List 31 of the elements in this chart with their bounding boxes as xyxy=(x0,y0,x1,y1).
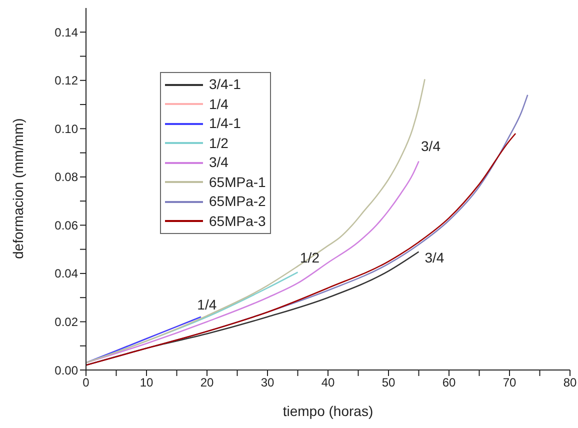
y-tick-label: 0.12 xyxy=(54,74,78,88)
x-tick-label: 40 xyxy=(321,376,335,390)
x-tick-label: 70 xyxy=(502,376,516,390)
legend-label: 65MPa-1 xyxy=(209,172,266,192)
annotation: 1/2 xyxy=(300,249,320,266)
y-tick-label: 0.00 xyxy=(54,363,78,378)
x-tick-label: 50 xyxy=(382,376,396,390)
legend-label: 3/4-1 xyxy=(209,75,241,94)
y-tick-label: 0.04 xyxy=(54,266,78,281)
y-axis-title: deformacion (mm/mm) xyxy=(10,118,26,259)
annotation: 3/4 xyxy=(421,138,441,154)
legend-label: 1/4-1 xyxy=(209,114,241,133)
y-tick-label: 0.02 xyxy=(54,314,78,329)
x-tick-label: 10 xyxy=(140,376,154,390)
y-tick-label: 0.14 xyxy=(54,25,78,40)
x-tick-label: 20 xyxy=(200,376,214,390)
annotation: 3/4 xyxy=(424,250,444,266)
legend-label: 3/4 xyxy=(209,153,228,172)
annotation: 1/4 xyxy=(197,296,217,312)
x-tick-label: 30 xyxy=(260,376,274,390)
legend-label: 1/2 xyxy=(209,134,228,152)
legend-label: 65MPa-3 xyxy=(209,212,266,230)
y-tick-label: 0.10 xyxy=(54,122,78,136)
y-tick-label: 0.08 xyxy=(54,170,78,184)
legend-label: 65MPa-2 xyxy=(209,192,266,211)
legend-label: 1/4 xyxy=(209,94,228,114)
y-tick-label: 0.06 xyxy=(54,218,78,232)
x-tick-label: 60 xyxy=(442,376,456,390)
x-tick-label: 80 xyxy=(563,376,577,390)
x-tick-label: 0 xyxy=(82,376,90,390)
x-axis-title: tiempo (horas) xyxy=(282,403,374,419)
